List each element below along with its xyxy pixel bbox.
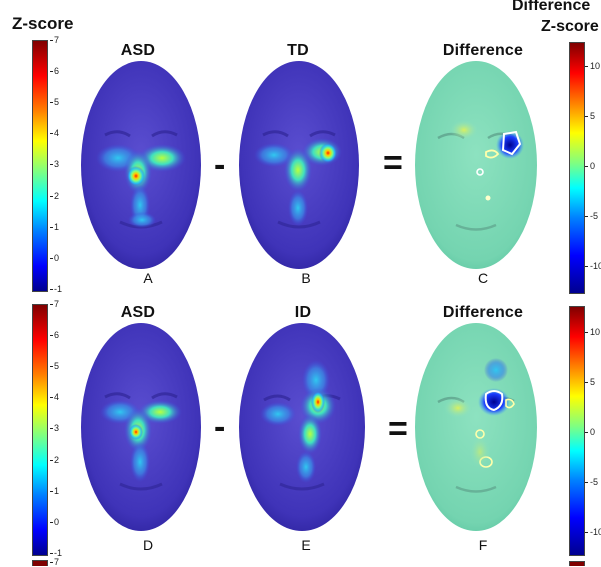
tick-label: 4 — [49, 128, 60, 138]
tick-label: 4 — [49, 392, 60, 402]
tick-label: 7 — [49, 299, 60, 309]
tick-label: -5 — [584, 477, 599, 487]
right-colorbar-title-line1: Difference — [512, 0, 591, 14]
right-colorbar-title-line2: Z-score — [541, 18, 599, 35]
tick-label: 1 — [49, 486, 60, 496]
tick-label: -1 — [49, 548, 63, 558]
row2-minus: - — [214, 408, 226, 446]
tick-label: -10 — [584, 262, 601, 271]
panel-label-d: D — [142, 537, 154, 553]
panel-label-a: A — [143, 270, 153, 286]
panel-label-c: C — [477, 270, 489, 286]
difference-ticks-top: 10 5 0 -5 -10 — [584, 61, 601, 282]
difference-colorbar-top — [569, 42, 585, 294]
panel-label-f: F — [478, 537, 488, 553]
tick-label-partial: 7 — [49, 557, 60, 567]
tick-label: 5 — [49, 361, 60, 371]
zscore-ticks-bottom: 7 6 5 4 3 2 1 0 -1 — [49, 299, 72, 560]
tick-label: 5 — [584, 111, 596, 121]
difference-colorbar-partial — [569, 561, 585, 566]
panel-label-b: B — [301, 270, 311, 286]
tick-label: 10 — [584, 327, 601, 337]
tick-label: -10 — [584, 528, 601, 537]
tick-label: 2 — [49, 455, 60, 465]
tick-label: 6 — [49, 330, 60, 340]
difference-ticks-bottom: 10 5 0 -5 -10 — [584, 327, 601, 548]
difference-face-f — [415, 323, 537, 531]
tick-label: 0 — [49, 253, 60, 263]
row2-title-asd: ASD — [120, 304, 156, 321]
row1-minus: - — [214, 146, 226, 184]
heatmap-face-d — [81, 323, 201, 531]
left-colorbar-title: Z-score — [12, 14, 74, 33]
row1-title-difference: Difference — [442, 42, 524, 59]
tick-label: 7 — [49, 35, 60, 45]
tick-label: 5 — [49, 97, 60, 107]
row2-title-difference: Difference — [442, 304, 524, 321]
zscore-ticks-top: 7 6 5 4 3 2 1 0 -1 — [49, 35, 72, 296]
zscore-colorbar-partial — [32, 560, 48, 566]
tick-label: -5 — [584, 211, 599, 221]
heatmap-face-b — [239, 61, 359, 269]
row2-equals: = — [388, 410, 408, 448]
panel-label-e: E — [301, 537, 311, 553]
tick-label: 6 — [49, 66, 60, 76]
difference-face-c — [415, 61, 537, 269]
zscore-colorbar-top — [32, 40, 48, 292]
tick-label: 3 — [49, 423, 60, 433]
tick-label: 10 — [584, 61, 601, 71]
tick-label: 2 — [49, 191, 60, 201]
tick-label: 0 — [584, 161, 596, 171]
row1-equals: = — [383, 144, 403, 182]
tick-label: 0 — [49, 517, 60, 527]
row2-title-id: ID — [294, 304, 312, 321]
tick-label: 1 — [49, 222, 60, 232]
difference-colorbar-bottom — [569, 306, 585, 556]
heatmap-face-a — [81, 61, 201, 269]
tick-label: 5 — [584, 377, 596, 387]
tick-label: 0 — [584, 427, 596, 437]
zscore-colorbar-bottom — [32, 304, 48, 556]
heatmap-face-e — [239, 323, 365, 531]
tick-label: 3 — [49, 159, 60, 169]
row1-title-td: TD — [287, 42, 309, 59]
row1-title-asd: ASD — [120, 42, 156, 59]
tick-label: -1 — [49, 284, 63, 294]
